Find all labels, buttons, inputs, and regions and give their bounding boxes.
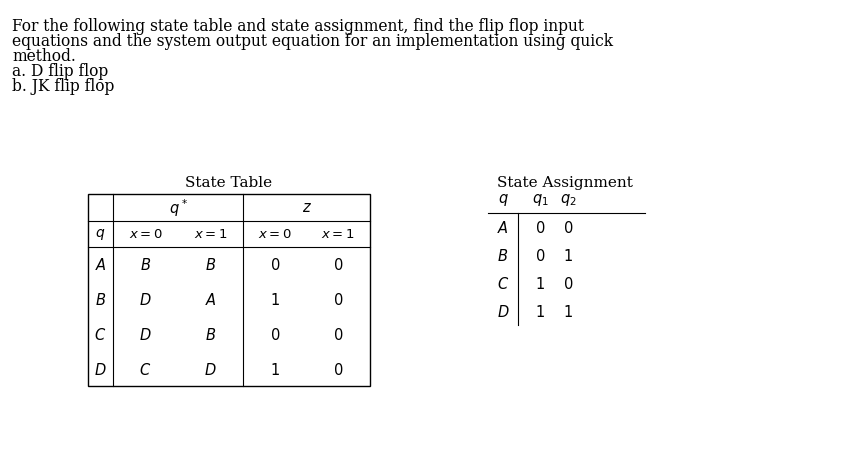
Text: State Assignment: State Assignment: [497, 175, 633, 189]
Text: $q^*$: $q^*$: [168, 197, 187, 219]
Text: a. D flip flop: a. D flip flop: [12, 63, 108, 80]
Text: method.: method.: [12, 48, 76, 65]
Text: $A$: $A$: [95, 257, 106, 273]
Text: $0$: $0$: [333, 257, 343, 273]
Text: $0$: $0$: [333, 361, 343, 377]
Text: $0$: $0$: [270, 257, 280, 273]
Text: $A$: $A$: [497, 220, 509, 235]
Text: $0$: $0$: [333, 291, 343, 308]
Text: $q$: $q$: [498, 192, 508, 207]
Text: $C$: $C$: [94, 326, 106, 342]
Text: $1$: $1$: [270, 291, 280, 308]
Text: $D$: $D$: [139, 291, 152, 308]
Text: $q_2$: $q_2$: [560, 192, 576, 207]
Text: $B$: $B$: [498, 248, 509, 263]
Text: State Table: State Table: [186, 175, 272, 189]
Text: $x=0$: $x=0$: [257, 228, 292, 241]
Text: $q_1$: $q_1$: [531, 192, 549, 207]
Text: $0$: $0$: [535, 248, 545, 263]
Text: b. JK flip flop: b. JK flip flop: [12, 78, 114, 95]
Text: $1$: $1$: [535, 276, 545, 291]
Text: $z$: $z$: [302, 201, 312, 215]
Text: $A$: $A$: [205, 291, 216, 308]
Text: $D$: $D$: [497, 304, 509, 319]
Text: $B$: $B$: [95, 291, 106, 308]
Text: $1$: $1$: [270, 361, 280, 377]
Bar: [88, 194, 370, 386]
Text: $D$: $D$: [94, 361, 107, 377]
Text: $1$: $1$: [535, 304, 545, 319]
Text: $x=1$: $x=1$: [321, 228, 355, 241]
Text: $D$: $D$: [204, 361, 217, 377]
Text: $1$: $1$: [563, 248, 573, 263]
Text: $B$: $B$: [140, 257, 151, 273]
Text: $q$: $q$: [95, 227, 105, 242]
Text: $B$: $B$: [205, 326, 216, 342]
Text: $0$: $0$: [270, 326, 280, 342]
Text: $B$: $B$: [205, 257, 216, 273]
Text: $0$: $0$: [562, 276, 573, 291]
Text: $D$: $D$: [139, 326, 152, 342]
Text: $C$: $C$: [497, 276, 509, 291]
Text: $0$: $0$: [535, 220, 545, 235]
Text: $x=0$: $x=0$: [129, 228, 162, 241]
Text: $x=1$: $x=1$: [194, 228, 227, 241]
Text: $0$: $0$: [333, 326, 343, 342]
Text: equations and the system output equation for an implementation using quick: equations and the system output equation…: [12, 33, 613, 50]
Text: $C$: $C$: [139, 361, 151, 377]
Text: $0$: $0$: [562, 220, 573, 235]
Text: $1$: $1$: [563, 304, 573, 319]
Text: For the following state table and state assignment, find the flip flop input: For the following state table and state …: [12, 18, 584, 35]
